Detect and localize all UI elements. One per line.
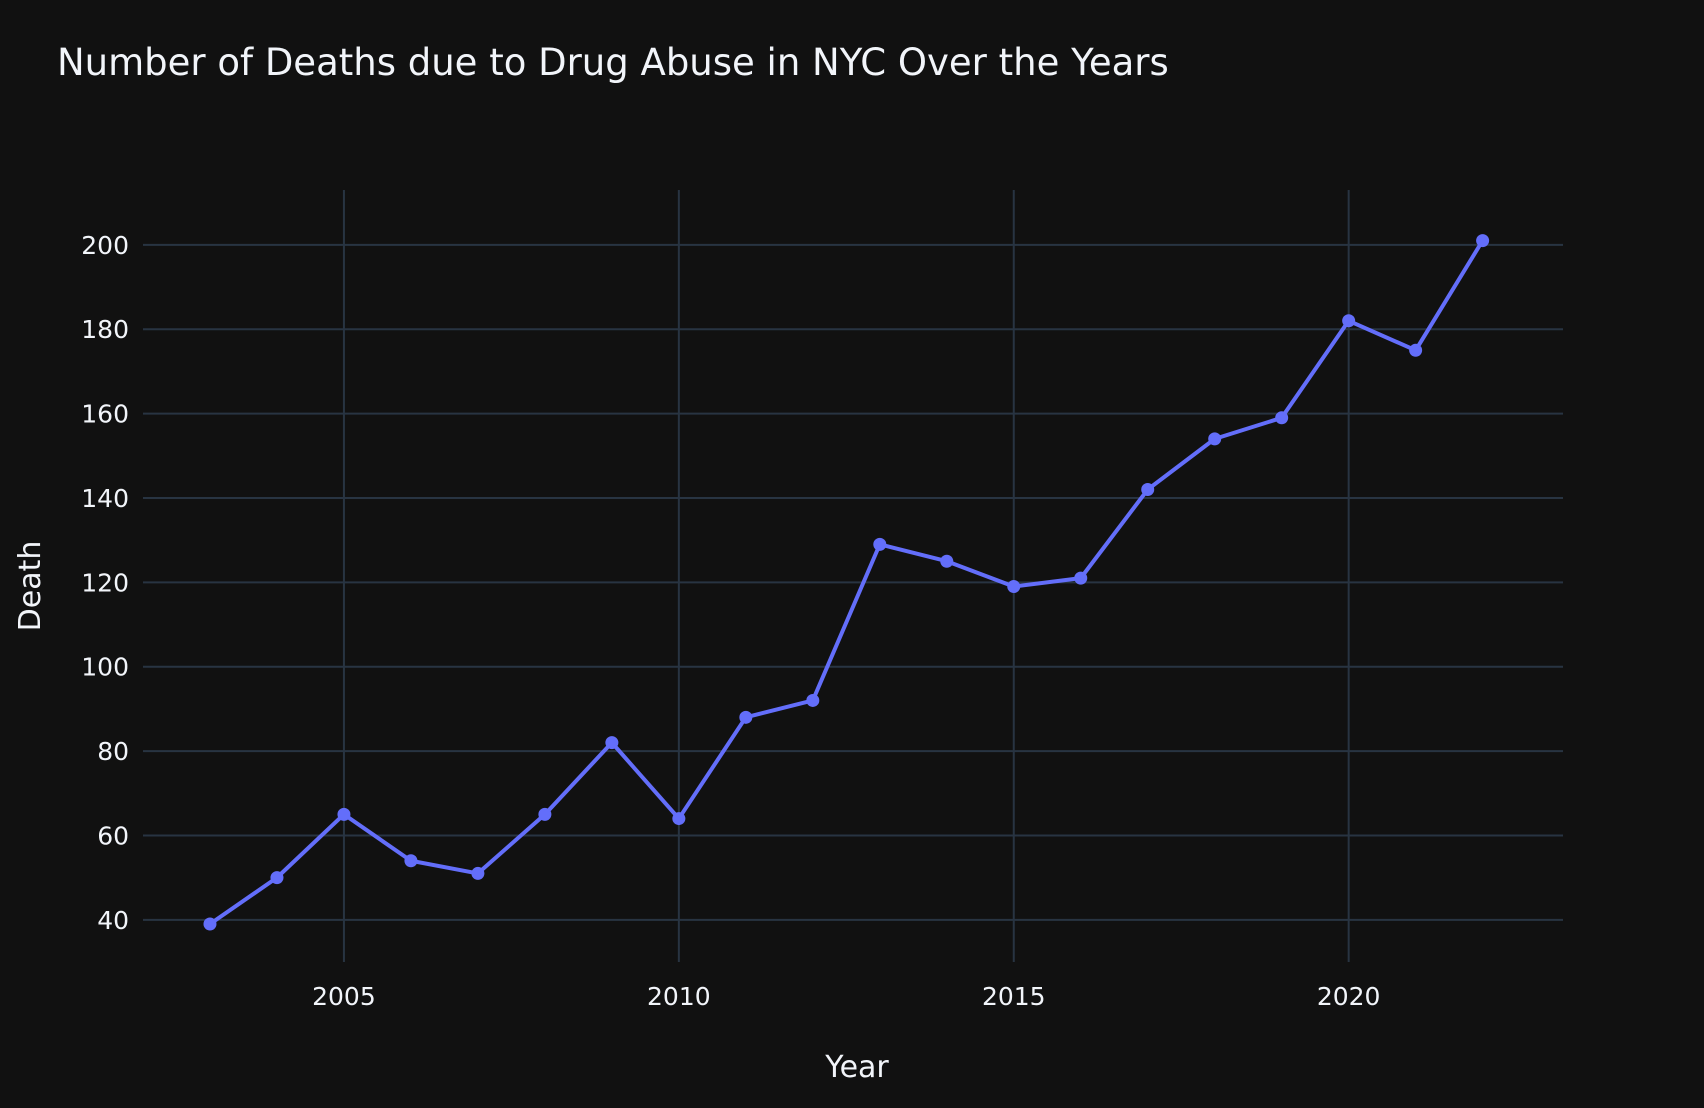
data-point[interactable] — [739, 710, 753, 724]
x-tick-label: 2005 — [312, 982, 376, 1011]
data-point[interactable] — [1007, 580, 1021, 594]
data-point[interactable] — [940, 554, 954, 568]
y-tick-label: 140 — [81, 484, 129, 513]
data-point[interactable] — [1342, 314, 1356, 328]
y-tick-label: 40 — [97, 906, 129, 935]
y-tick-label: 200 — [81, 231, 129, 260]
data-point[interactable] — [404, 854, 418, 868]
data-point[interactable] — [1208, 432, 1222, 446]
x-tick-label: 2020 — [1317, 982, 1381, 1011]
data-point[interactable] — [1476, 234, 1490, 248]
data-point[interactable] — [538, 807, 552, 821]
y-tick-label: 180 — [81, 315, 129, 344]
y-axis-ticks: 40 60 80 100 120 140 160 180 200 — [81, 231, 129, 935]
y-tick-label: 160 — [81, 400, 129, 429]
data-point[interactable] — [605, 736, 619, 750]
data-point[interactable] — [672, 812, 686, 826]
gridlines — [143, 190, 1563, 962]
data-point[interactable] — [1074, 571, 1088, 585]
data-point[interactable] — [873, 537, 887, 551]
y-tick-label: 120 — [81, 568, 129, 597]
data-point[interactable] — [270, 871, 284, 885]
y-tick-label: 60 — [97, 821, 129, 850]
data-point[interactable] — [337, 807, 351, 821]
data-point[interactable] — [806, 693, 820, 707]
x-tick-label: 2010 — [647, 982, 711, 1011]
series-line — [207, 238, 1485, 927]
data-point[interactable] — [203, 917, 217, 931]
data-point[interactable] — [1409, 343, 1423, 357]
y-tick-label: 80 — [97, 737, 129, 766]
y-tick-label: 100 — [81, 653, 129, 682]
series-layer — [203, 234, 1490, 931]
data-point[interactable] — [471, 866, 485, 880]
x-tick-label: 2015 — [982, 982, 1046, 1011]
x-axis-title: Year — [824, 1050, 889, 1085]
x-axis-ticks: 2005 2010 2015 2020 — [312, 982, 1380, 1011]
y-axis-title: Death — [13, 541, 48, 632]
data-point[interactable] — [1275, 411, 1289, 425]
data-point[interactable] — [1141, 483, 1155, 497]
chart-title: Number of Deaths due to Drug Abuse in NY… — [57, 41, 1169, 84]
